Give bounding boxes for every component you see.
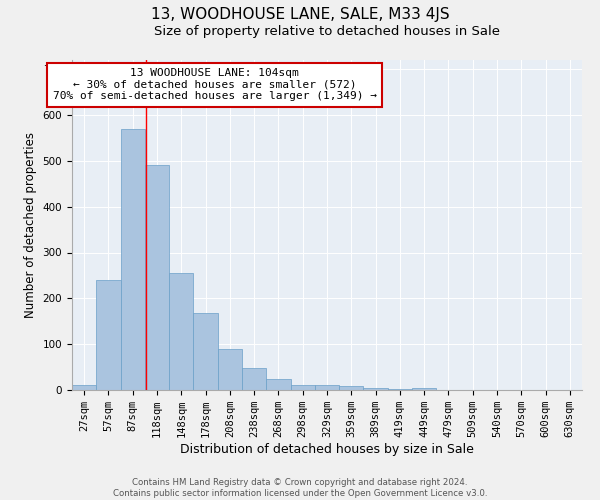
Bar — [72, 386, 96, 390]
Bar — [218, 349, 242, 390]
Text: 13 WOODHOUSE LANE: 104sqm
← 30% of detached houses are smaller (572)
70% of semi: 13 WOODHOUSE LANE: 104sqm ← 30% of detac… — [53, 68, 377, 102]
Title: Size of property relative to detached houses in Sale: Size of property relative to detached ho… — [154, 25, 500, 38]
Bar — [121, 128, 145, 390]
Bar — [339, 386, 364, 390]
Bar — [96, 280, 121, 390]
Bar — [242, 368, 266, 390]
Bar — [193, 313, 218, 390]
Bar — [145, 166, 169, 390]
Bar — [169, 273, 193, 390]
Bar — [290, 386, 315, 390]
Text: Contains HM Land Registry data © Crown copyright and database right 2024.
Contai: Contains HM Land Registry data © Crown c… — [113, 478, 487, 498]
X-axis label: Distribution of detached houses by size in Sale: Distribution of detached houses by size … — [180, 443, 474, 456]
Bar — [364, 388, 388, 390]
Y-axis label: Number of detached properties: Number of detached properties — [24, 132, 37, 318]
Bar — [266, 378, 290, 390]
Bar — [388, 388, 412, 390]
Bar — [412, 388, 436, 390]
Bar — [315, 384, 339, 390]
Text: 13, WOODHOUSE LANE, SALE, M33 4JS: 13, WOODHOUSE LANE, SALE, M33 4JS — [151, 8, 449, 22]
